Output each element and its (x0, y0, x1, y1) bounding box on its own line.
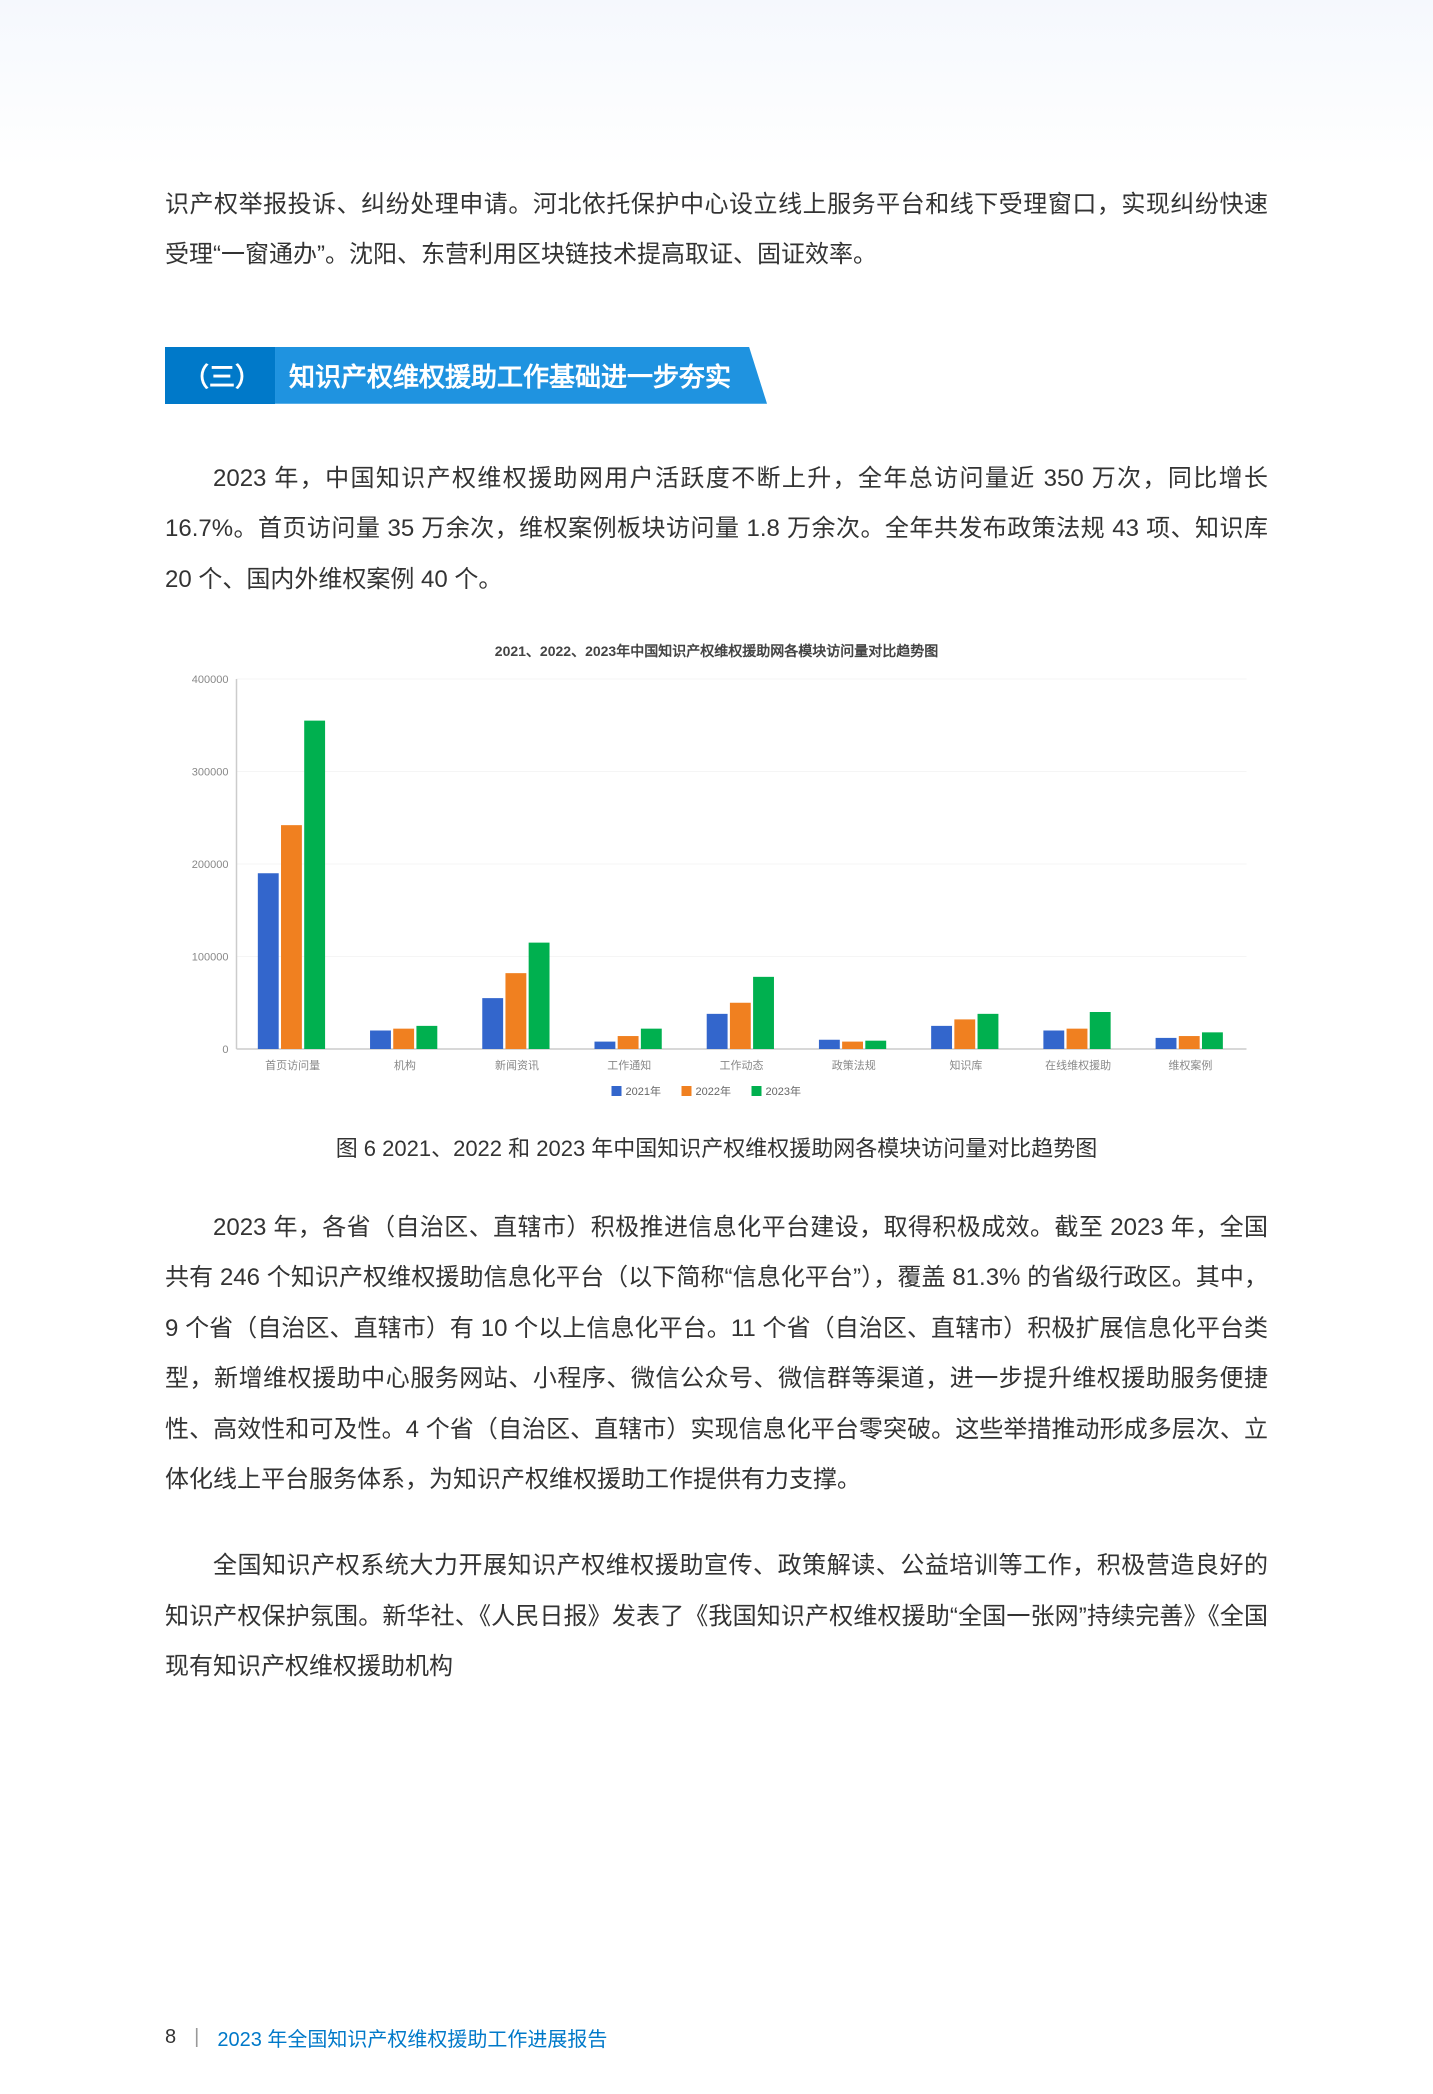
svg-text:维权案例: 维权案例 (1168, 1058, 1212, 1072)
svg-text:知识库: 知识库 (949, 1058, 982, 1072)
svg-text:政策法规: 政策法规 (832, 1058, 876, 1072)
section-header: （三） 知识产权维权援助工作基础进一步夯实 (165, 347, 767, 404)
report-title: 2023 年全国知识产权维权援助工作进展报告 (217, 2023, 607, 2052)
paragraph-1: 2023 年，中国知识产权维权援助网用户活跃度不断上升，全年总访问量近 350 … (165, 454, 1268, 605)
section-number: （三） (165, 347, 275, 404)
chart-container: 2021、2022、2023年中国知识产权维权援助网各模块访问量对比趋势图 0 1… (165, 641, 1268, 1109)
svg-text:工作动态: 工作动态 (720, 1059, 764, 1072)
svg-text:300000: 300000 (192, 766, 229, 778)
paragraph-3: 全国知识产权系统大力开展知识产权维权援助宣传、政策解读、公益培训等工作，积极营造… (165, 1541, 1268, 1692)
svg-text:0: 0 (222, 1044, 228, 1056)
paragraph-2: 2023 年，各省（自治区、直辖市）积极推进信息化平台建设，取得积极成效。截至 … (165, 1203, 1268, 1505)
page-number: 8 (165, 2026, 176, 2049)
chart-title: 2021、2022、2023年中国知识产权维权援助网各模块访问量对比趋势图 (165, 641, 1268, 661)
svg-text:2021年: 2021年 (626, 1084, 661, 1098)
footer-divider: | (194, 2026, 199, 2049)
section-title: 知识产权维权援助工作基础进一步夯实 (275, 347, 767, 404)
svg-text:工作通知: 工作通知 (607, 1058, 651, 1072)
svg-text:在线维权援助: 在线维权援助 (1045, 1058, 1111, 1072)
svg-text:200000: 200000 (192, 859, 229, 871)
top-paragraph: 识产权举报投诉、纠纷处理申请。河北依托保护中心设立线上服务平台和线下受理窗口，实… (165, 180, 1268, 281)
page: 识产权举报投诉、纠纷处理申请。河北依托保护中心设立线上服务平台和线下受理窗口，实… (0, 0, 1433, 2094)
svg-text:2023年: 2023年 (766, 1084, 801, 1098)
bar-chart: 0 100000 200000 300000 400000 首页访问量 机构 新闻资讯 工作通知… (165, 669, 1268, 1109)
page-footer: 8 | 2023 年全国知识产权维权援助工作进展报告 (165, 2023, 607, 2052)
svg-text:2022年: 2022年 (696, 1084, 731, 1098)
svg-text:机构: 机构 (394, 1058, 416, 1072)
svg-text:100000: 100000 (192, 951, 229, 963)
chart-caption: 图 6 2021、2022 和 2023 年中国知识产权维权援助网各模块访问量对… (165, 1131, 1268, 1163)
svg-text:新闻资讯: 新闻资讯 (495, 1058, 539, 1072)
svg-text:首页访问量: 首页访问量 (265, 1058, 320, 1072)
svg-text:400000: 400000 (192, 674, 229, 686)
